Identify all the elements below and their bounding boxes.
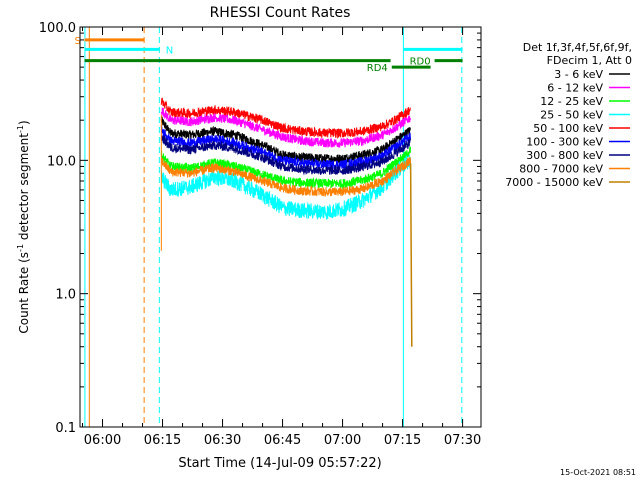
x-axis-ticks: 06:00 06:15 06:30 06:45 07:00 07:15 07:30 — [82, 27, 481, 448]
legend-header-line: Det 1f,3f,4f,5f,6f,9f, — [523, 41, 632, 54]
series-line — [160, 154, 411, 220]
plot-axes — [79, 26, 482, 428]
legend-entry-label: 3 - 6 keV — [554, 68, 603, 81]
y-label-exponent: -1 — [16, 125, 25, 133]
plot-frame — [79, 26, 482, 428]
y-label-part: detector segment — [17, 133, 31, 244]
legend-entry-label: 50 - 100 keV — [533, 122, 603, 135]
legend-entry-label: 7000 - 15000 keV — [505, 176, 603, 189]
x-tick-label: 06:30 — [204, 433, 241, 448]
chart-title: RHESSI Count Rates — [210, 5, 351, 21]
series-line — [160, 157, 411, 197]
segment-bars: S N RD0 RD4 — [75, 36, 463, 74]
y-tick-label: 10.0 — [47, 154, 76, 169]
series-line — [409, 163, 413, 347]
legend-entry-label: 300 - 800 keV — [526, 149, 603, 162]
legend-entry-label: 100 - 300 keV — [526, 136, 603, 149]
x-tick-label: 06:00 — [84, 433, 121, 448]
series-line — [160, 107, 411, 148]
legend-header-line: FDecim 1, Att 0 — [547, 54, 632, 67]
y-label-part: ) — [17, 120, 31, 125]
segment-label: RD0 — [410, 57, 431, 68]
x-tick-label: 06:15 — [144, 433, 181, 448]
legend-entry-label: 25 - 50 keV — [540, 109, 603, 122]
x-tick-label: 07:30 — [444, 433, 481, 448]
y-tick-label: 1.0 — [55, 288, 76, 303]
legend: Det 1f,3f,4f,5f,6f,9f, FDecim 1, Att 0 3… — [505, 41, 632, 189]
y-tick-label: 100.0 — [39, 21, 76, 36]
series-line — [160, 125, 411, 171]
x-tick-label: 07:15 — [384, 433, 421, 448]
y-label-part: Count Rate (s — [17, 252, 31, 334]
x-axis-label: Start Time (14-Jul-09 05:57:22) — [178, 456, 381, 471]
segment-label: S — [75, 36, 81, 47]
y-axis-ticks: 0.1 1.0 10.0 100.0 — [39, 21, 481, 436]
legend-entry-label: 800 - 7000 keV — [519, 163, 603, 176]
legend-entry-label: 12 - 25 keV — [540, 95, 603, 108]
segment-label: N — [166, 45, 173, 56]
y-label-exponent: -1 — [16, 244, 25, 252]
x-tick-label: 07:00 — [324, 433, 361, 448]
series-line — [160, 135, 411, 176]
plot-timestamp: 15-Oct-2021 08:51 — [560, 468, 636, 477]
x-tick-label: 06:45 — [264, 433, 301, 448]
legend-entry-label: 6 - 12 keV — [547, 82, 603, 95]
series-lines — [160, 97, 413, 347]
segment-label: RD4 — [367, 63, 388, 74]
series-line — [160, 97, 411, 140]
y-tick-label: 0.1 — [55, 421, 76, 436]
vertical-markers — [84, 27, 463, 427]
y-axis-label: Count Rate (s-1 detector segment-1) — [16, 120, 31, 333]
